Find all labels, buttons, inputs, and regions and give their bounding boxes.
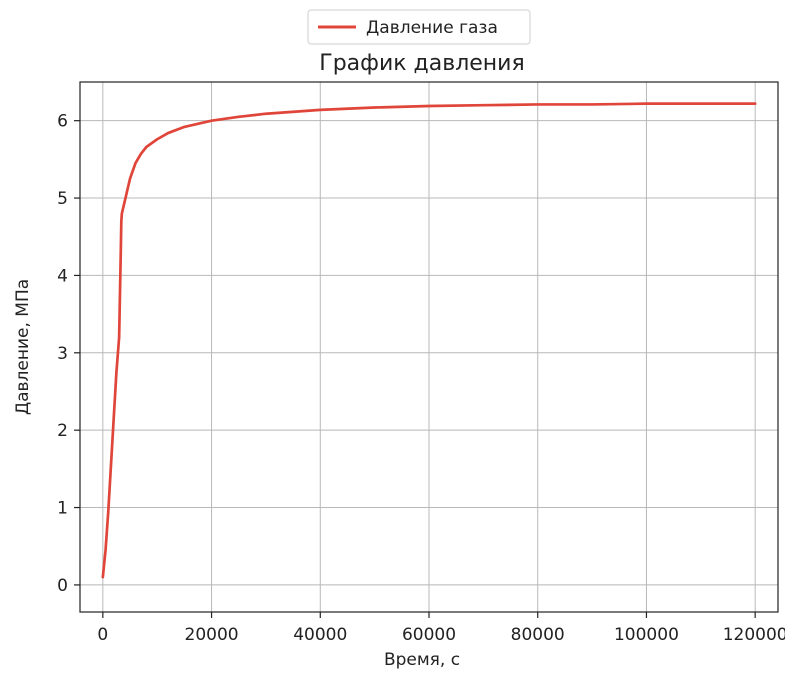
legend-label: Давление газа [366,18,498,38]
x-tick-label: 40000 [293,625,347,645]
chart-title: График давления [319,51,524,76]
y-tick-label: 2 [57,421,68,441]
y-tick-label: 5 [57,189,68,209]
x-tick-label: 60000 [402,625,456,645]
legend: Давление газа [307,9,531,45]
y-tick-label: 4 [57,266,68,286]
y-tick-label: 6 [57,112,68,132]
x-tick-label: 20000 [185,625,239,645]
x-axis-label: Время, с [384,650,460,670]
x-tick-label: 100000 [614,625,679,645]
y-axis-label: Давление, МПа [13,279,33,415]
x-tick-label: 80000 [511,625,565,645]
y-tick-label: 3 [57,344,68,364]
ticks: 0 20000 40000 60000 80000 100000 120000 0 1 2 3 4 5 6 [57,112,785,645]
plot-area [79,81,779,613]
y-tick-label: 0 [57,576,68,596]
x-tick-label: 120000 [723,625,785,645]
grid [80,82,778,612]
x-tick-label: 0 [97,625,108,645]
y-tick-label: 1 [57,499,68,519]
series-line-davlenie-gaza [101,102,757,579]
legend-box [307,9,531,45]
